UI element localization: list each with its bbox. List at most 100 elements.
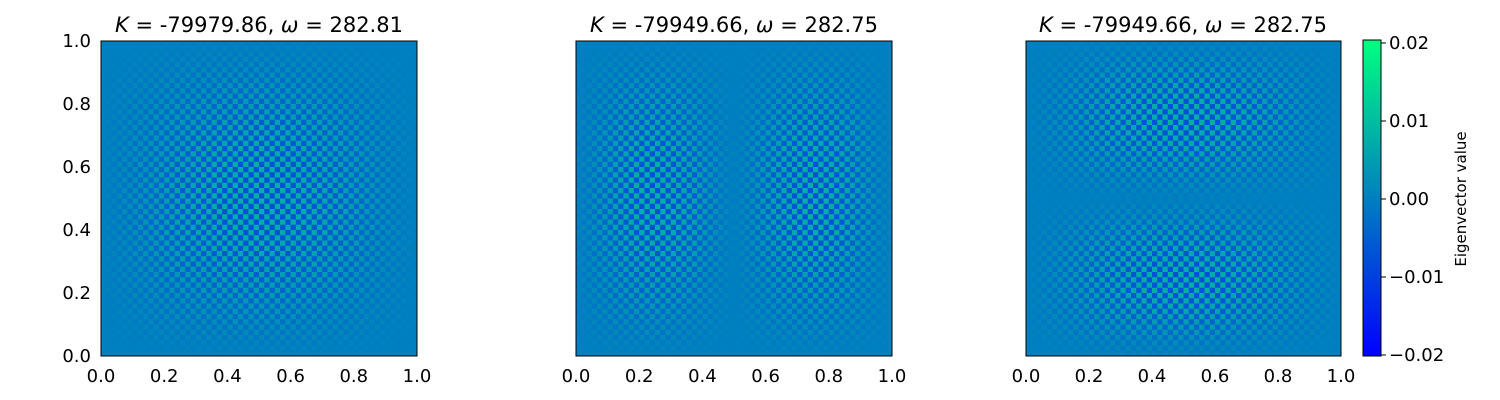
heatmap-cell	[243, 177, 249, 183]
heatmap-cell	[348, 335, 354, 341]
heatmap-cell	[101, 245, 107, 252]
heatmap-cell	[101, 98, 107, 105]
heatmap-cell	[122, 329, 128, 336]
heatmap-cell	[143, 345, 149, 351]
panel-2-title: K = -79949.66, ω = 282.75	[590, 13, 878, 37]
heatmap-cell	[306, 130, 312, 136]
heatmap-cell	[385, 135, 391, 141]
heatmap-cell	[301, 156, 307, 162]
heatmap-cell	[586, 245, 592, 252]
heatmap-cell	[369, 46, 376, 52]
heatmap-cell	[353, 193, 360, 199]
heatmap-cell	[285, 261, 291, 267]
heatmap-cell	[148, 345, 154, 351]
heatmap-cell	[385, 345, 391, 351]
heatmap-cell	[338, 209, 344, 215]
heatmap-cell	[137, 282, 144, 288]
heatmap-cell	[670, 256, 677, 262]
heatmap-cell	[190, 251, 196, 257]
heatmap-cell	[227, 177, 233, 183]
heatmap-cell	[264, 146, 270, 152]
heatmap-cell	[137, 261, 144, 267]
heatmap-cell	[338, 345, 344, 351]
heatmap-cell	[353, 46, 360, 52]
heatmap-cell	[137, 46, 144, 52]
heatmap-cell	[359, 51, 365, 57]
heatmap-cell	[401, 340, 407, 346]
heatmap-cell	[327, 340, 333, 346]
heatmap-cell	[222, 46, 228, 52]
heatmap-cell	[243, 172, 249, 178]
heatmap-cell	[597, 224, 603, 231]
heatmap-cell	[623, 130, 629, 136]
heatmap-cell	[639, 277, 645, 283]
heatmap-cell	[348, 314, 354, 320]
heatmap-cell	[316, 56, 323, 63]
heatmap-cell	[385, 98, 391, 105]
heatmap-cell	[216, 140, 223, 147]
heatmap-cell	[180, 130, 186, 136]
heatmap-cell	[576, 266, 582, 273]
heatmap-cell	[348, 245, 354, 252]
y-tick-label: 0.0	[62, 346, 91, 367]
heatmap-cell	[316, 46, 323, 52]
heatmap-cell	[401, 335, 407, 341]
heatmap-cell	[222, 130, 228, 136]
heatmap-cell	[164, 235, 170, 241]
heatmap-cell	[411, 46, 418, 52]
heatmap-cell	[232, 93, 239, 99]
heatmap-cell	[380, 277, 386, 283]
heatmap-cell	[232, 256, 239, 262]
heatmap-cell	[295, 51, 302, 57]
heatmap-cell	[665, 135, 671, 141]
heatmap-cell	[353, 146, 360, 152]
heatmap-cell	[612, 251, 619, 257]
heatmap-cell	[343, 282, 349, 288]
heatmap-cell	[591, 266, 598, 273]
heatmap-cell	[406, 282, 412, 288]
heatmap-cell	[290, 345, 297, 351]
heatmap-cell	[364, 240, 370, 246]
heatmap-cell	[586, 114, 592, 120]
heatmap-cell	[322, 272, 328, 278]
heatmap-cell	[597, 182, 603, 189]
heatmap-cell	[301, 324, 307, 330]
heatmap-cell	[327, 209, 333, 215]
heatmap-cell	[269, 77, 275, 84]
heatmap-cell	[633, 51, 640, 57]
heatmap-cell	[237, 62, 244, 68]
heatmap-cell	[401, 214, 407, 220]
heatmap-cell	[227, 282, 233, 288]
heatmap-cell	[597, 83, 603, 89]
heatmap-cell	[681, 172, 687, 178]
heatmap-cell	[623, 98, 629, 105]
heatmap-cell	[132, 198, 139, 204]
heatmap-cell	[633, 135, 640, 141]
heatmap-cell	[158, 287, 165, 294]
heatmap-cell	[628, 104, 635, 110]
heatmap-cell	[190, 72, 196, 78]
heatmap-cell	[232, 98, 239, 105]
heatmap-cell	[206, 41, 212, 47]
heatmap-cell	[201, 324, 207, 330]
heatmap-cell	[111, 172, 117, 178]
heatmap-cell	[143, 298, 149, 304]
heatmap-cell	[338, 198, 344, 204]
heatmap-cell	[649, 298, 656, 304]
heatmap-cell	[264, 298, 270, 304]
heatmap-cell	[227, 67, 233, 73]
heatmap-cell	[222, 298, 228, 304]
heatmap-cell	[169, 266, 175, 273]
heatmap-cell	[364, 314, 370, 320]
heatmap-cell	[602, 266, 608, 273]
heatmap-cell	[311, 230, 318, 236]
heatmap-cell	[374, 41, 381, 47]
heatmap-cell	[158, 167, 165, 173]
heatmap-cell	[269, 198, 275, 204]
heatmap-cell	[201, 350, 207, 357]
heatmap-cell	[681, 156, 687, 162]
heatmap-cell	[581, 203, 587, 210]
heatmap-cell	[137, 172, 144, 178]
heatmap-cell	[259, 125, 265, 131]
heatmap-cell	[269, 224, 275, 231]
